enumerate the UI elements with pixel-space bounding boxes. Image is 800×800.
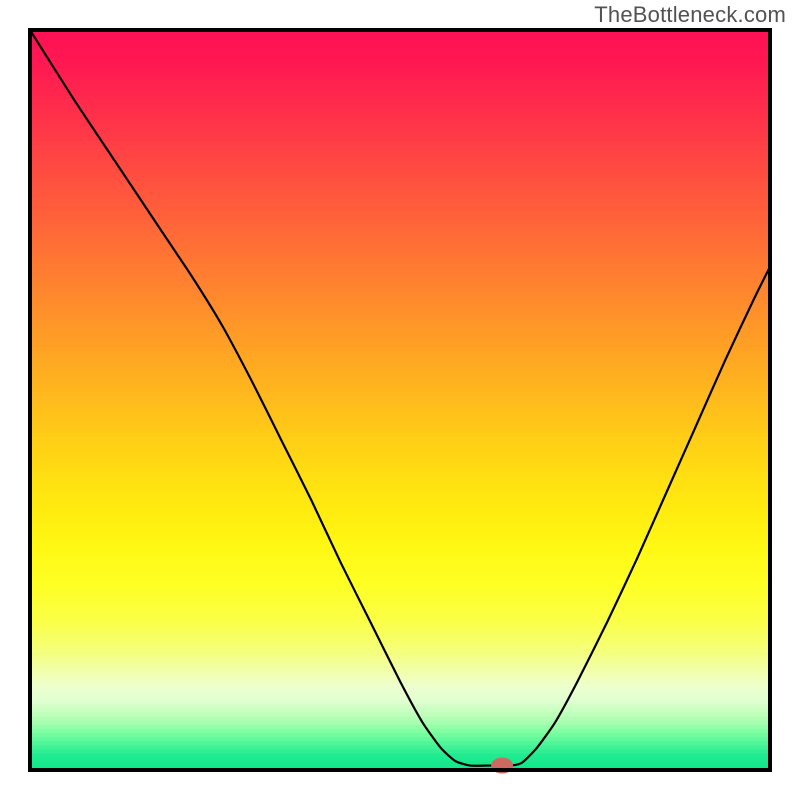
background-gradient <box>30 30 770 771</box>
chart-container: TheBottleneck.com <box>0 0 800 800</box>
bottleneck-curve-chart <box>0 0 800 800</box>
